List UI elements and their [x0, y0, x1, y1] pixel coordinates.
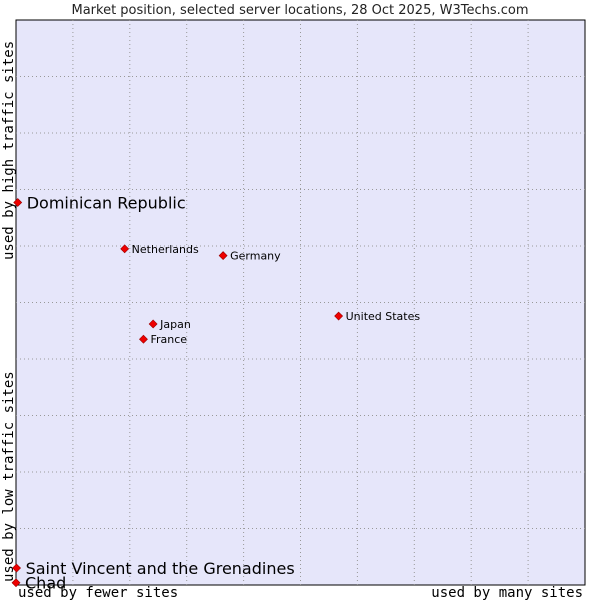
data-label-germany: Germany	[230, 250, 281, 263]
data-label-japan: Japan	[159, 318, 191, 331]
data-point-united-states	[334, 311, 344, 321]
x-axis-label-right: used by many sites	[431, 585, 583, 600]
data-label-dominican-republic: Dominican Republic	[27, 193, 186, 212]
data-point-france	[139, 334, 148, 344]
data-points: Dominican Republic Netherlands Germany Unit…	[11, 193, 421, 593]
data-label-france: France	[150, 333, 187, 346]
x-axis-label-left: used by fewer sites	[18, 585, 178, 600]
data-point-japan	[148, 319, 158, 329]
data-label-saint-vincent-and-the-grenadines: Saint Vincent and the Grenadines	[26, 559, 295, 578]
data-point-dominican-republic	[13, 198, 23, 207]
y-axis-label-bottom: used by low traffic sites	[1, 371, 17, 582]
y-axis-label-top: used by high traffic sites	[1, 41, 17, 260]
chart-title: Market position, selected server locatio…	[71, 3, 528, 18]
data-point-chad	[11, 578, 21, 588]
data-point-saint-vincent-and-the-grenadines	[12, 563, 21, 573]
data-label-united-states: United States	[346, 310, 421, 323]
grid-lines	[16, 20, 585, 585]
data-point-germany	[218, 251, 228, 261]
data-label-netherlands: Netherlands	[132, 243, 199, 256]
data-label-chad: Chad	[25, 574, 66, 593]
data-point-netherlands	[120, 244, 130, 254]
